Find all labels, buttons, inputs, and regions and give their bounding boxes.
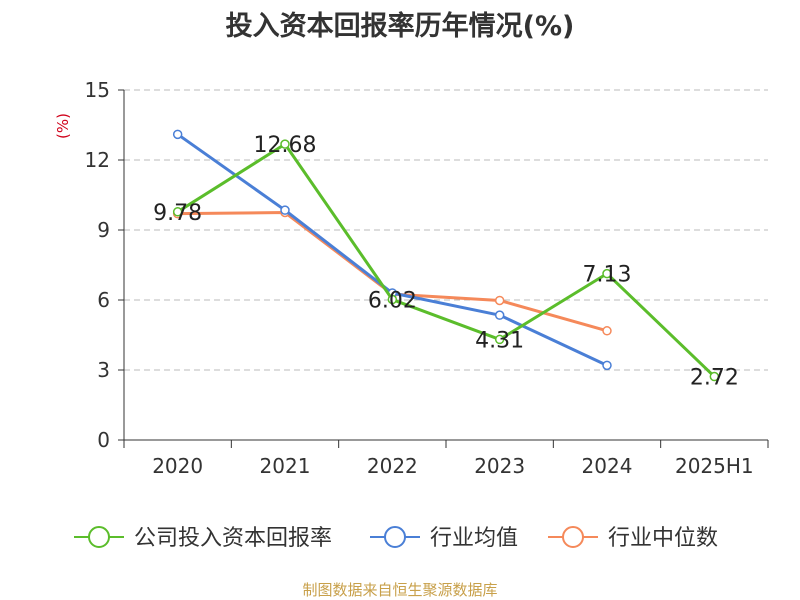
data-point (494, 334, 505, 345)
series-company (172, 139, 720, 382)
data-label: 4.31 (475, 328, 524, 353)
x-tick-label: 2020 (152, 454, 203, 478)
data-point (172, 207, 183, 217)
data-label: 9.78 (153, 201, 202, 226)
data-label: 6.02 (368, 289, 417, 314)
y-axis-unit-label: (%) (54, 113, 72, 139)
data-point (709, 371, 720, 382)
data-point (172, 129, 183, 140)
y-tick-label: 12 (85, 148, 110, 172)
legend-marker (562, 526, 584, 548)
x-tick-label: 2021 (260, 454, 311, 478)
y-tick-label: 15 (85, 78, 110, 102)
legend-label: 行业均值 (430, 526, 518, 551)
series-line (176, 142, 716, 378)
legend-item: 公司投入资本回报率 (74, 526, 332, 551)
data-point (602, 268, 612, 279)
chart-title: 投入资本回报率历年情况(%) (225, 11, 575, 42)
x-tick-label: 2024 (582, 454, 633, 478)
data-point (494, 295, 505, 306)
data-point (602, 326, 612, 336)
x-tick-label: 2023 (474, 454, 525, 478)
data-point (280, 139, 290, 149)
x-tick-label: 2025H1 (675, 454, 754, 478)
data-point (387, 294, 398, 305)
legend-item: 行业均值 (370, 526, 518, 551)
y-tick-label: 9 (97, 218, 110, 242)
data-point (494, 310, 505, 320)
data-label: 12.68 (254, 133, 317, 158)
legend-label: 行业中位数 (608, 526, 718, 551)
data-point (280, 205, 290, 215)
legend-marker (384, 526, 406, 548)
legend-marker (88, 526, 110, 548)
legend-label: 公司投入资本回报率 (134, 526, 332, 551)
series-industry_median (172, 207, 612, 336)
source-note: 制图数据来自恒生聚源数据库 (302, 581, 498, 599)
legend-item: 行业中位数 (548, 526, 718, 551)
data-label: 2.72 (690, 366, 739, 391)
series-industry_avg (172, 129, 612, 371)
series-line (176, 133, 608, 367)
x-tick-label: 2022 (367, 454, 418, 478)
data-label: 7.13 (583, 263, 632, 288)
data-point (602, 360, 612, 371)
y-tick-label: 6 (97, 288, 110, 312)
y-tick-label: 3 (97, 358, 110, 382)
y-tick-label: 0 (97, 428, 110, 452)
